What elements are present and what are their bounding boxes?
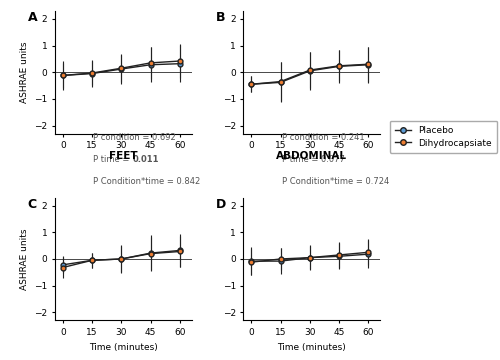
Legend: Placebo, Dihydrocapsiate: Placebo, Dihydrocapsiate bbox=[390, 121, 498, 153]
Text: P condition = 0.241: P condition = 0.241 bbox=[282, 133, 364, 142]
X-axis label: Time (minutes): Time (minutes) bbox=[89, 343, 158, 352]
X-axis label: Time (minutes): Time (minutes) bbox=[278, 343, 346, 352]
Text: P Condition*time = 0.842: P Condition*time = 0.842 bbox=[93, 177, 200, 186]
Text: D: D bbox=[216, 198, 226, 211]
Title: FEET: FEET bbox=[109, 150, 138, 161]
Text: B: B bbox=[216, 11, 226, 24]
Y-axis label: ASHRAE units: ASHRAE units bbox=[20, 41, 28, 103]
Text: 0.011: 0.011 bbox=[132, 156, 158, 165]
Text: P time =: P time = bbox=[93, 156, 132, 165]
Title: ABDOMINAL: ABDOMINAL bbox=[276, 150, 347, 161]
Text: A: A bbox=[28, 11, 38, 24]
Text: C: C bbox=[28, 198, 37, 211]
Text: P Condition*time = 0.724: P Condition*time = 0.724 bbox=[282, 177, 389, 186]
Y-axis label: ASHRAE units: ASHRAE units bbox=[20, 228, 28, 290]
Text: P time = 0.077: P time = 0.077 bbox=[282, 156, 344, 165]
Text: P condition = 0.692: P condition = 0.692 bbox=[93, 133, 176, 142]
